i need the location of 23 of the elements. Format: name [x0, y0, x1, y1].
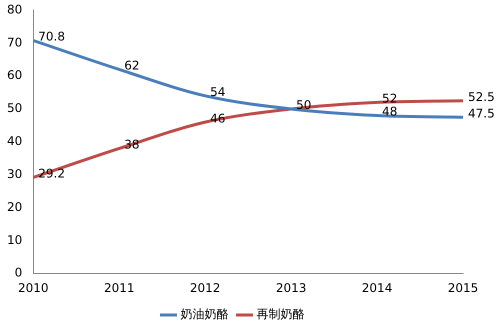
y-tick-label: 40	[6, 134, 22, 148]
y-tick-label: 30	[6, 166, 22, 181]
data-label: 52.5	[468, 90, 495, 104]
y-tick-label: 70	[6, 35, 22, 50]
legend-label: 再制奶酪	[256, 307, 304, 322]
x-tick-label: 2014	[362, 280, 392, 295]
y-tick-label: 20	[6, 200, 22, 214]
y-tick-label: 50	[6, 101, 22, 116]
x-tick-label: 2015	[448, 280, 478, 295]
y-tick-label: 0	[14, 266, 22, 280]
x-tick-label: 2010	[18, 280, 49, 295]
data-label: 54	[210, 84, 226, 99]
y-tick-label: 60	[6, 68, 22, 82]
data-label: 47.5	[468, 106, 495, 120]
x-tick-label: 2012	[190, 280, 220, 295]
data-label: 38	[124, 138, 140, 152]
data-label: 70.8	[38, 30, 65, 44]
data-label: 62	[124, 58, 140, 73]
legend-label: 奶油奶酪	[180, 307, 228, 322]
x-tick-label: 2011	[104, 280, 134, 295]
y-tick-label: 10	[6, 232, 22, 247]
x-tick-label: 2013	[276, 280, 306, 295]
y-tick-label: 80	[6, 2, 22, 16]
